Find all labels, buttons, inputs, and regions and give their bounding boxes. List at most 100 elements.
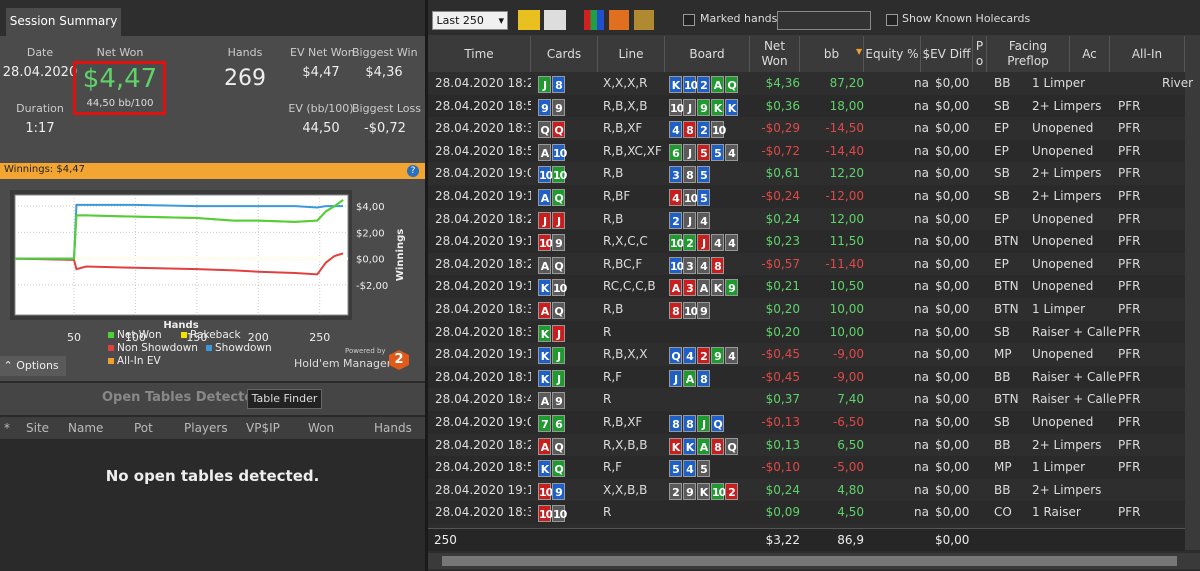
card: 4 — [725, 143, 738, 161]
board-cards: 2 9 K 10 2 — [669, 481, 739, 500]
cell: $0,61 — [765, 166, 800, 181]
cell: $0,00 — [935, 392, 970, 407]
icon-button[interactable] — [518, 10, 540, 30]
cell: SB — [994, 324, 1010, 339]
legend-label: Rakeback — [190, 329, 242, 341]
card: 2 — [697, 347, 710, 365]
table-row — [428, 320, 1185, 344]
marked-select[interactable] — [777, 11, 871, 30]
icon-button[interactable] — [609, 10, 629, 30]
footer-cell: $0,00 — [935, 533, 970, 547]
cell: na — [914, 347, 929, 362]
column-header: Cards — [531, 36, 598, 72]
open-tables-title: Open Tables Detected — [102, 390, 263, 405]
winnings-chart: 50 100 150 200 250 -$2,00 $0,00 $2,00 $4,00 Winni… — [10, 190, 406, 367]
card: 7 — [538, 415, 551, 432]
card: K — [711, 279, 724, 297]
cell: -$0,29 — [761, 121, 800, 136]
card: 9 — [697, 98, 710, 116]
card: 10 — [683, 189, 698, 206]
cell: -14,40 — [825, 143, 864, 158]
cell: BB — [994, 437, 1011, 452]
card: A — [538, 437, 551, 455]
card: 8 — [683, 166, 696, 184]
card: K — [697, 482, 710, 500]
icon-button[interactable] — [584, 10, 604, 30]
column-header: Facing Preflop — [987, 36, 1070, 72]
cell: 28.04.2020 18:38 — [435, 324, 531, 339]
header-row — [428, 35, 1185, 73]
cell: 28.04.2020 19:13 — [435, 234, 531, 249]
card: J — [552, 211, 565, 229]
cell: BB — [994, 482, 1011, 497]
cell: 11,50 — [829, 234, 864, 249]
cell: $0,00 — [935, 324, 970, 339]
cell: -11,40 — [825, 256, 864, 271]
cell: R — [603, 324, 612, 339]
card: 10 — [711, 121, 726, 139]
card: K — [538, 279, 551, 297]
cell: $0,00 — [935, 143, 970, 158]
card: 10 — [669, 256, 684, 274]
cell: 28.04.2020 19:15 — [435, 279, 531, 294]
cell: 28.04.2020 18:24 — [435, 437, 531, 452]
splitter — [425, 0, 428, 571]
table-row — [428, 275, 1185, 298]
help-icon[interactable]: ? — [407, 165, 419, 177]
cell: $0,20 — [765, 324, 800, 339]
x-tick-label: 250 — [309, 331, 330, 344]
card: J — [683, 98, 696, 116]
cell: na — [914, 437, 929, 452]
card: Q — [552, 256, 565, 274]
card: 10 — [552, 166, 567, 184]
cell: R,X,C,C — [603, 234, 648, 249]
cell: na — [914, 143, 929, 158]
cell: R,B,XF — [603, 415, 643, 429]
card: Q — [538, 121, 551, 139]
checkbox-label: Show Known Holecards — [902, 12, 1031, 25]
checkbox-label: Marked hands — [700, 12, 778, 25]
brand: Hold'em Manager — [294, 357, 392, 370]
legend-swatch — [108, 345, 114, 351]
cell: PFR — [1118, 98, 1141, 113]
cell: MP — [994, 347, 1012, 362]
cell: 28.04.2020 19:12 — [435, 347, 531, 362]
cell: R,B — [603, 166, 624, 181]
cell: na — [914, 324, 929, 339]
checkbox[interactable] — [683, 14, 695, 26]
card: 10 — [669, 234, 684, 252]
checkbox[interactable] — [886, 14, 898, 26]
tab[interactable]: Session Summary — [6, 8, 121, 36]
cell: 2+ Limpers — [1032, 98, 1102, 113]
cell: 10,00 — [829, 302, 864, 316]
card: 8 — [552, 76, 565, 93]
card: A — [538, 256, 551, 274]
icon-button[interactable] — [544, 10, 566, 30]
cell: Unopened — [1032, 415, 1094, 429]
net-won: $4,47 — [82, 64, 158, 94]
card: J — [552, 369, 565, 387]
cell: PFR — [1118, 189, 1141, 203]
card: J — [697, 415, 710, 432]
cell: PFR — [1118, 324, 1141, 339]
h-scroll-thumb[interactable] — [442, 556, 1177, 566]
card: 2 — [669, 211, 682, 229]
series-line — [15, 199, 344, 260]
cell: -$0,45 — [761, 347, 800, 362]
cell: BB — [994, 76, 1011, 90]
filter-select[interactable]: Last 250 ▾ — [432, 11, 508, 30]
options-button[interactable]: ⌃ Options — [0, 356, 66, 376]
icon-button[interactable] — [634, 10, 654, 30]
sort-arrow: ▼ — [856, 47, 863, 56]
v-scrollbar[interactable] — [1185, 35, 1200, 550]
card: 6 — [669, 143, 682, 161]
cell: $0,13 — [765, 437, 800, 452]
table-finder-button[interactable]: Table Finder — [247, 389, 322, 409]
card: Q — [552, 189, 565, 206]
